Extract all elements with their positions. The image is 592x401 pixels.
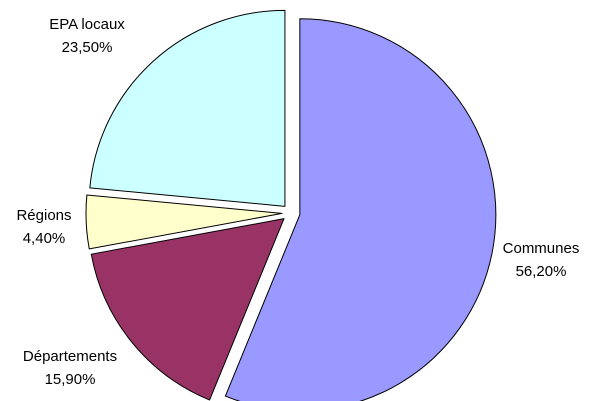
pie-labels: Communes 56,20% Départements 15,90% Régi… <box>16 16 579 388</box>
pie-slice-regions <box>85 194 283 250</box>
slice-value-communes: 56,20% <box>516 263 567 280</box>
pie-slice-communes <box>224 18 497 401</box>
slice-label-departements: Départements <box>23 348 117 365</box>
slice-label-regions: Régions <box>16 207 71 224</box>
pie-slice-epa-locaux <box>89 9 286 207</box>
slice-value-epa-locaux: 23,50% <box>62 39 113 56</box>
slice-label-epa-locaux: EPA locaux <box>49 16 125 33</box>
slice-value-regions: 4,40% <box>23 230 66 247</box>
slice-value-departements: 15,90% <box>45 371 96 388</box>
slice-label-communes: Communes <box>503 240 580 257</box>
pie-slices <box>85 9 497 401</box>
pie-slice-departements <box>90 218 285 401</box>
